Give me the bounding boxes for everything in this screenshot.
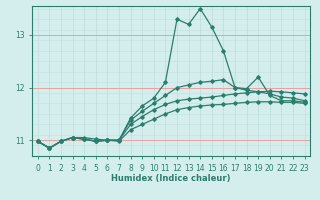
X-axis label: Humidex (Indice chaleur): Humidex (Indice chaleur) xyxy=(111,174,231,183)
